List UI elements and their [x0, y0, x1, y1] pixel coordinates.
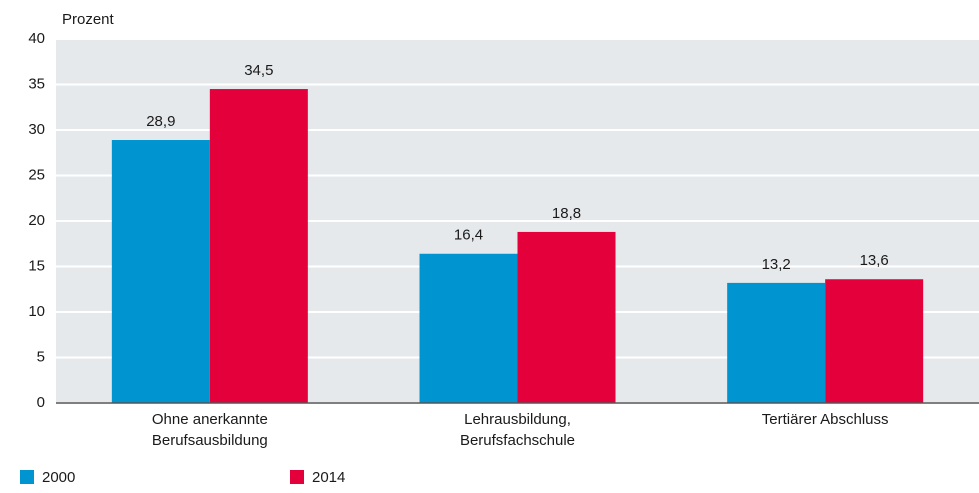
y-tick-label: 15	[28, 257, 45, 274]
legend-label: 2014	[312, 469, 345, 486]
legend-swatch	[290, 470, 304, 484]
value-label: 13,6	[860, 252, 889, 269]
y-tick-label: 0	[37, 394, 45, 411]
bar	[825, 279, 924, 403]
x-tick-label-line: Ohne anerkannte	[152, 411, 268, 428]
x-tick-label-line: Berufsausbildung	[152, 432, 268, 449]
y-tick-label: 10	[28, 303, 45, 320]
y-tick-label: 5	[37, 348, 45, 365]
y-tick-label: 35	[28, 75, 45, 92]
y-tick-label: 40	[28, 30, 45, 47]
x-tick-label-line: Lehrausbildung,	[464, 411, 571, 428]
value-label: 13,2	[762, 256, 791, 273]
x-tick-label: Ohne anerkannte Berufsausbildung	[152, 411, 268, 449]
y-axis-label: Prozent	[62, 11, 115, 28]
legend-swatch	[20, 470, 34, 484]
x-tick-label-line: Tertiärer Abschluss	[762, 411, 889, 428]
value-label: 16,4	[454, 227, 483, 244]
value-label: 28,9	[146, 113, 175, 130]
y-tick-label: 25	[28, 166, 45, 183]
y-tick-label: 30	[28, 121, 45, 138]
value-label: 34,5	[244, 62, 273, 79]
x-tick-label: Lehrausbildung, Berufsfachschule	[460, 411, 575, 449]
bar	[517, 231, 616, 403]
x-tick-label: Tertiärer Abschluss	[762, 411, 889, 428]
x-tick-label-line: Berufsfachschule	[460, 432, 575, 449]
bar	[209, 89, 308, 404]
bar	[111, 140, 210, 403]
value-label: 18,8	[552, 205, 581, 222]
y-tick-label: 20	[28, 212, 45, 229]
bar	[419, 253, 518, 403]
bar	[727, 282, 826, 403]
legend-label: 2000	[42, 469, 75, 486]
